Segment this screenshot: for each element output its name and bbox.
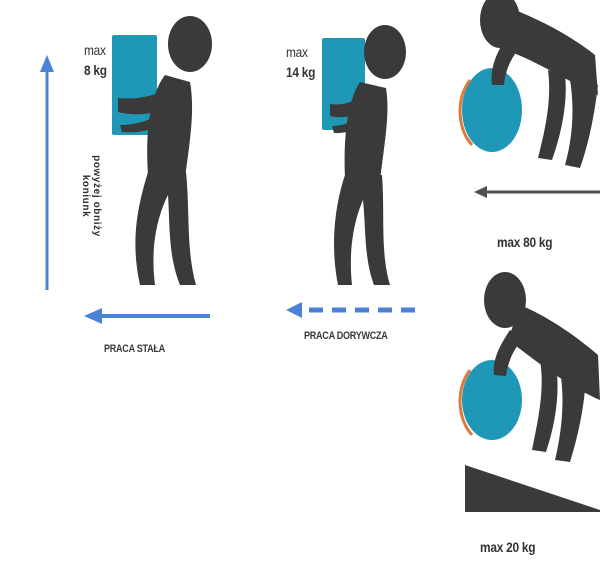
torso-flat xyxy=(505,10,598,95)
dashed-arrow-occasional xyxy=(286,302,415,318)
limit-label-slope: max 20 kg xyxy=(480,539,536,555)
caption-occasional: PRACA DORYWCZA xyxy=(304,330,388,342)
arrow-flat xyxy=(474,186,600,198)
vertical-arrow xyxy=(40,55,54,290)
slope xyxy=(465,465,600,512)
ball-flat-accent xyxy=(458,79,474,147)
worker-figure-occasional xyxy=(322,25,406,285)
leg2-flat xyxy=(538,70,566,160)
arm-occasional xyxy=(330,92,375,118)
side-axis-label-line2: koniunk xyxy=(80,174,91,218)
leg2-slope xyxy=(532,360,558,452)
ball-slope xyxy=(462,360,522,440)
head-occasional xyxy=(364,25,406,79)
arm2-occasional xyxy=(332,104,380,134)
pushing-figure-slope xyxy=(458,272,600,512)
arm-slope xyxy=(493,330,522,376)
ball-slope-accent xyxy=(458,369,474,437)
limit-prefix-constant: max xyxy=(84,42,106,58)
horizontal-arrow-constant xyxy=(84,308,210,324)
head-slope xyxy=(484,272,526,328)
worker-figure-constant xyxy=(112,16,212,285)
limit-value-constant: 8 kg xyxy=(84,62,107,78)
limit-label-occasional: max 14 kg xyxy=(286,42,315,82)
arm-flat xyxy=(491,40,518,85)
side-axis-label-line1: powyżej obniży xyxy=(91,155,102,237)
ball-flat xyxy=(462,68,522,152)
legs-occasional xyxy=(334,175,390,285)
arm-constant xyxy=(118,85,180,115)
legs-constant xyxy=(135,172,196,285)
legs-flat xyxy=(565,80,598,168)
limit-label-flat: max 80 kg xyxy=(497,234,553,250)
limit-value-occasional: 14 kg xyxy=(286,64,316,80)
limit-prefix-occasional: max xyxy=(286,44,308,60)
head-constant xyxy=(168,16,212,72)
side-axis-label: powyżej obniży koniunk xyxy=(80,111,102,281)
caption-constant: PRACA STAŁA xyxy=(104,343,165,355)
legs-slope xyxy=(555,370,586,462)
limit-label-constant: max 8 kg xyxy=(84,40,107,80)
pushing-figure-flat xyxy=(458,0,598,168)
arm2-constant xyxy=(120,100,184,133)
